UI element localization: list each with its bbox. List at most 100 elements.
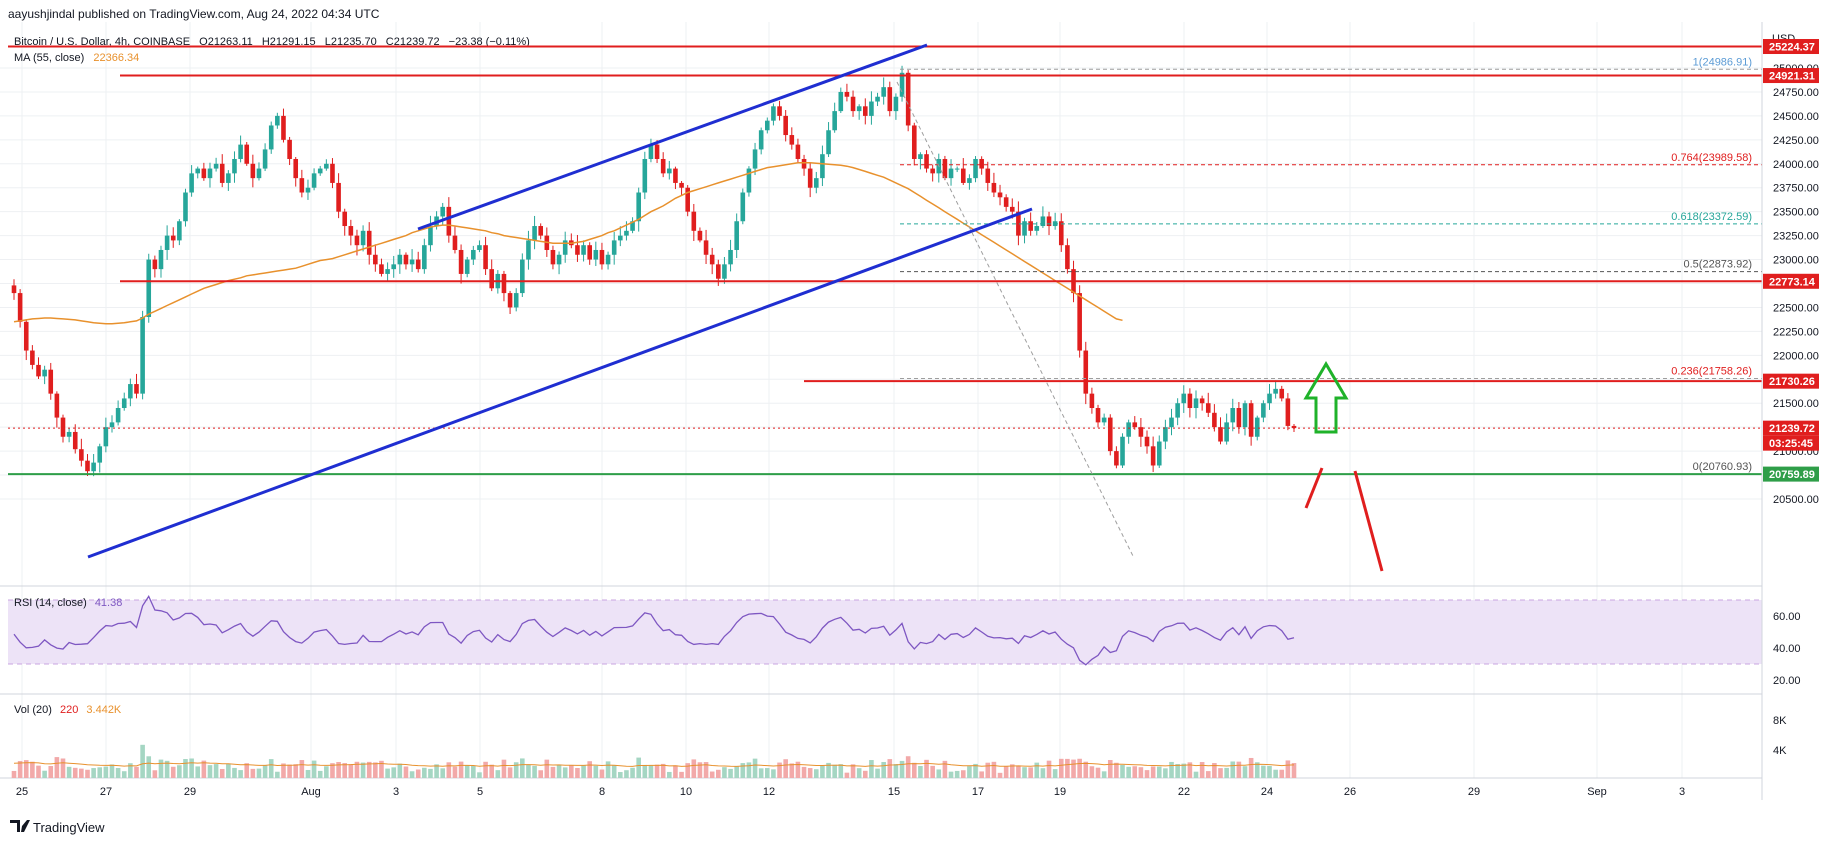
candle-body: [783, 115, 788, 136]
candle-body: [1230, 408, 1236, 423]
channel-upper-line[interactable]: [417, 43, 928, 231]
candle-body: [1101, 417, 1107, 423]
candle-body: [581, 245, 586, 255]
price-tick: 22500.00: [1773, 302, 1819, 314]
volume-bar: [195, 766, 201, 778]
volume-bar: [483, 761, 488, 778]
volume-bar: [1022, 767, 1027, 778]
candle-body: [979, 158, 984, 169]
candle-body: [23, 321, 29, 351]
volume-bar: [489, 764, 495, 778]
price-tags: 25224.37 24921.31 22773.14 21730.26 21239.72…: [1763, 39, 1819, 482]
candle-body: [850, 96, 856, 112]
volume-bar: [1273, 769, 1278, 778]
time-axis[interactable]: 25 27 29 Aug 3 5 8 10 12 15 17 19 22 24 26 29 Sep 3: [16, 786, 1685, 798]
volume-bar: [777, 762, 782, 778]
candle-body: [593, 249, 599, 260]
volume-bar: [385, 768, 390, 778]
volume-bar: [36, 765, 41, 778]
volume-bar: [415, 769, 421, 778]
candle-body: [562, 240, 568, 255]
volume-bar: [146, 756, 152, 778]
volume-bar: [887, 759, 893, 778]
date-tick: 29: [184, 786, 196, 798]
volume-bar: [1156, 766, 1162, 778]
candle-body: [428, 226, 433, 246]
volume-bar: [42, 770, 47, 778]
price-tick: 23250.00: [1773, 231, 1819, 243]
volume-bar: [746, 762, 752, 778]
volume-bar: [513, 762, 519, 778]
candle-body: [385, 269, 390, 274]
volume-bar: [256, 768, 262, 778]
candle-body: [207, 168, 213, 179]
publisher-line: aayushjindal published on TradingView.co…: [8, 7, 380, 21]
candle-body: [97, 446, 103, 463]
candle-body: [238, 144, 243, 159]
volume-bar: [716, 769, 721, 778]
volume-bar: [789, 763, 795, 778]
volume-bar: [287, 764, 292, 778]
candle-body: [1095, 408, 1101, 423]
price-tag-box: [1763, 273, 1819, 289]
svg-text:RSI (14, close) 41.38: RSI (14, close) 41.38: [14, 597, 122, 609]
volume-bar: [471, 766, 476, 778]
candle-body: [1254, 417, 1260, 437]
volume-bar: [618, 772, 623, 778]
fib-trend-line[interactable]: [896, 81, 1134, 557]
rsi-axis[interactable]: 60.00 40.00 20.00: [1773, 611, 1801, 687]
candle-body: [158, 249, 164, 270]
price-tag-box: [1763, 39, 1819, 55]
volume-bar: [575, 767, 580, 778]
candle-body: [397, 254, 403, 265]
volume-bar: [60, 758, 66, 778]
ma-value: 22366.34: [93, 52, 139, 64]
candle-body: [1291, 425, 1297, 429]
volume-bar: [403, 766, 409, 778]
volume-axis[interactable]: 8K 4K: [1773, 715, 1787, 757]
rsi-band: [8, 600, 1762, 664]
volume-bar: [520, 758, 525, 778]
candle-body: [550, 249, 556, 265]
volume-bar: [464, 765, 470, 778]
volume-bar: [1205, 771, 1211, 778]
volume-bar: [948, 771, 954, 778]
candle-body: [189, 173, 194, 193]
tradingview-logo[interactable]: TradingView: [10, 820, 105, 835]
candle-body: [924, 154, 929, 169]
volume-bar: [722, 767, 727, 778]
candle-body: [115, 408, 121, 423]
price-tag-box: [1763, 466, 1819, 482]
volume-bar: [918, 765, 923, 778]
fib-levels: [900, 68, 1762, 475]
candle-body: [1022, 221, 1027, 236]
price-tick: 23000.00: [1773, 255, 1819, 267]
volume-bar: [1212, 763, 1217, 778]
candle-body: [183, 192, 188, 222]
candle-body: [703, 240, 709, 255]
volume-bar: [305, 769, 311, 778]
candle-body: [575, 245, 580, 255]
volume-bar: [642, 764, 648, 778]
volume-bar: [1107, 760, 1113, 778]
date-tick: 8: [599, 786, 605, 798]
volume-bar: [1138, 767, 1144, 778]
candle-body: [526, 240, 531, 260]
candle-body: [373, 254, 378, 265]
volume-bar: [691, 759, 697, 778]
candle-body: [1156, 441, 1162, 466]
volume-bar: [648, 765, 654, 778]
volume-bar: [207, 765, 213, 778]
volume-bar: [311, 760, 317, 778]
candle-body: [697, 230, 703, 241]
volume-bar: [140, 744, 145, 778]
candle-body: [483, 245, 488, 270]
volume-bar: [1169, 761, 1174, 778]
ohlc-low: L21235.70: [325, 36, 377, 48]
volume-bar: [936, 769, 942, 778]
volume-bar: [752, 758, 758, 778]
candle-body: [1009, 206, 1015, 212]
channel-lower-line[interactable]: [87, 207, 1033, 559]
volume-bar: [569, 765, 574, 778]
